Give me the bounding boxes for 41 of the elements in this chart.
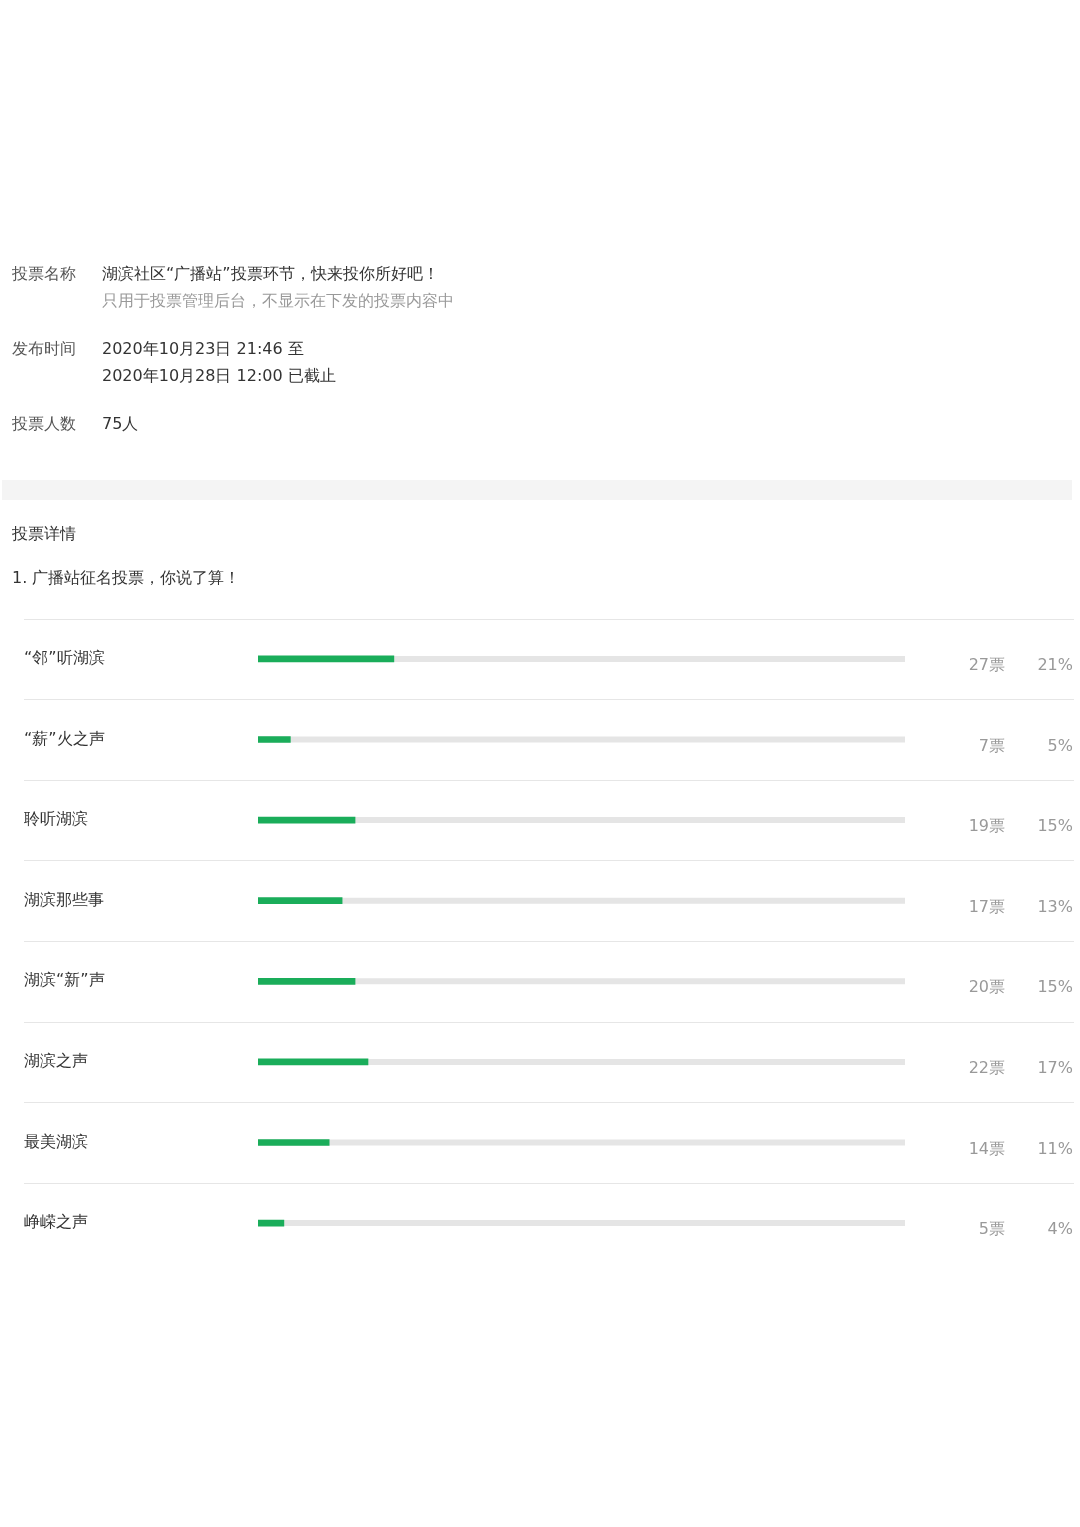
bar: [258, 897, 343, 905]
text: 27票: [968, 655, 1005, 675]
data-label: 13%: [1037, 896, 1073, 916]
data-label: 5%: [1047, 735, 1073, 755]
text: 75人: [102, 414, 139, 435]
text: 2020年10月28日 12:00 已截止: [102, 366, 336, 387]
bar: [258, 736, 291, 743]
data-label: 15%: [1037, 977, 1073, 997]
text: 投票详情: [12, 524, 76, 545]
y-tick-label: “薪”火之声: [24, 728, 105, 748]
text: 2020年10月23日 21:46 至: [102, 339, 304, 360]
text: 20票: [968, 977, 1005, 997]
data-label: 11%: [1037, 1138, 1073, 1158]
text: 19票: [968, 816, 1005, 836]
text: 22票: [968, 1058, 1005, 1078]
text: 湖滨社区“广播站”投票环节，快来投你所好吧！: [102, 264, 439, 285]
bar: [258, 655, 395, 663]
text: 只用于投票管理后台，不显示在下发的投票内容中: [102, 291, 454, 312]
text: 投票人数: [12, 414, 76, 435]
y-tick-label: 湖滨那些事: [24, 889, 104, 909]
text: 17票: [968, 896, 1005, 916]
y-tick-label: 湖滨之声: [24, 1051, 88, 1071]
text: 投票名称: [12, 264, 76, 285]
y-tick-label: 峥嵘之声: [24, 1212, 88, 1232]
text: 14票: [968, 1138, 1005, 1158]
bar: [258, 816, 356, 824]
text: 发布时间: [12, 339, 76, 360]
bar: [258, 1139, 330, 1146]
y-tick-label: 最美湖滨: [24, 1131, 88, 1151]
text: 5票: [978, 1219, 1005, 1239]
data-label: 15%: [1037, 816, 1073, 836]
data-label: 17%: [1037, 1058, 1073, 1078]
text: 1. 广播站征名投票，你说了算！: [12, 568, 241, 589]
bar: [258, 977, 356, 985]
y-tick-label: “邻”听湖滨: [24, 648, 105, 668]
data-label: 21%: [1037, 655, 1073, 675]
text: 7票: [978, 735, 1005, 755]
y-tick-label: 湖滨“新”声: [24, 970, 105, 990]
data-label: 4%: [1047, 1219, 1073, 1239]
bar: [258, 1058, 369, 1066]
y-tick-label: 聆听湖滨: [24, 809, 88, 829]
